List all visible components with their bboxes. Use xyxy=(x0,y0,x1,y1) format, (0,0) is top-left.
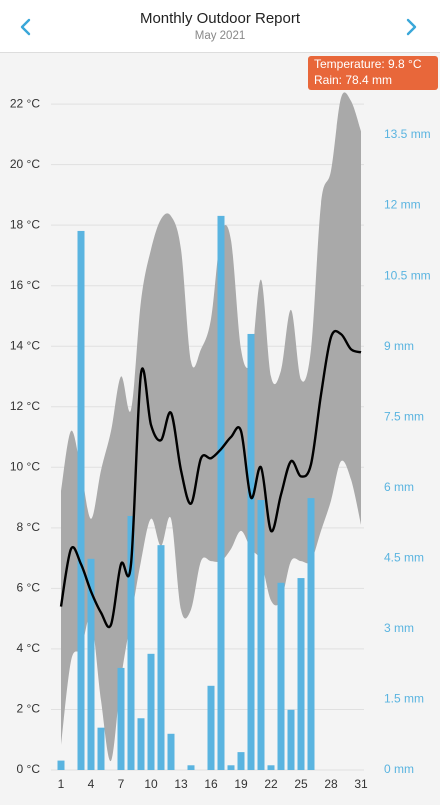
y2-tick-label: 6 mm xyxy=(384,480,414,494)
y2-tick-label: 3 mm xyxy=(384,621,414,635)
rain-bar xyxy=(147,653,155,770)
y2-tick-label: 9 mm xyxy=(384,339,414,353)
next-month-button[interactable] xyxy=(406,18,417,36)
x-tick-label: 22 xyxy=(264,777,278,791)
x-tick-label: 1 xyxy=(58,777,65,791)
y2-tick-label: 7.5 mm xyxy=(384,409,424,423)
y-tick-label: 20 °C xyxy=(10,157,40,171)
y-tick-label: 14 °C xyxy=(10,338,40,352)
rain-bar xyxy=(137,718,145,770)
y-tick-label: 0 °C xyxy=(17,762,41,776)
rain-bar xyxy=(307,498,315,770)
rain-bar xyxy=(217,215,225,771)
y-tick-label: 22 °C xyxy=(10,96,40,110)
y-tick-label: 8 °C xyxy=(17,520,41,534)
tooltip-rain: Rain: 78.4 mm xyxy=(314,73,392,87)
tooltip-temperature: Temperature: 9.8 °C xyxy=(314,57,422,71)
y2-tick-label: 13.5 mm xyxy=(384,127,431,141)
y2-tick-label: 4.5 mm xyxy=(384,550,424,564)
rain-bar xyxy=(227,765,235,770)
y-tick-label: 10 °C xyxy=(10,459,40,473)
rain-bar xyxy=(167,733,175,770)
y-tick-label: 4 °C xyxy=(17,641,41,655)
rain-bar xyxy=(187,765,195,770)
rain-bar xyxy=(287,709,295,770)
y-tick-label: 16 °C xyxy=(10,278,40,292)
rain-bar xyxy=(157,545,165,770)
x-tick-label: 28 xyxy=(324,777,338,791)
x-tick-label: 31 xyxy=(354,777,368,791)
rain-bar xyxy=(257,500,265,770)
rain-bar xyxy=(297,578,305,770)
rain-bar xyxy=(277,582,285,770)
x-tick-label: 13 xyxy=(174,777,188,791)
y-tick-label: 18 °C xyxy=(10,217,40,231)
title: Monthly Outdoor Report xyxy=(140,10,301,27)
x-tick-label: 4 xyxy=(88,777,95,791)
y2-tick-label: 12 mm xyxy=(384,198,421,212)
rain-bar xyxy=(237,752,245,770)
rain-bar xyxy=(247,333,255,770)
subtitle: May 2021 xyxy=(195,30,246,42)
tooltip: Temperature: 9.8 °C Rain: 78.4 mm xyxy=(308,56,438,90)
rain-bar xyxy=(77,230,85,770)
y-tick-label: 12 °C xyxy=(10,399,40,413)
y2-tick-label: 10.5 mm xyxy=(384,268,431,282)
x-tick-label: 25 xyxy=(294,777,308,791)
rain-bar xyxy=(87,558,95,770)
x-tick-label: 7 xyxy=(118,777,125,791)
y2-tick-label: 1.5 mm xyxy=(384,692,424,706)
rain-bar xyxy=(127,515,135,770)
rain-bar xyxy=(57,760,65,770)
tooltip-box xyxy=(308,56,438,90)
rain-bar xyxy=(207,685,215,770)
rain-bar xyxy=(117,667,125,770)
temperature-range-area xyxy=(61,92,361,762)
y-tick-label: 6 °C xyxy=(17,581,41,595)
y-tick-label: 2 °C xyxy=(17,702,41,716)
rain-bar xyxy=(97,727,105,770)
x-tick-label: 19 xyxy=(234,777,248,791)
y2-tick-label: 0 mm xyxy=(384,762,414,776)
plot: 0 °C 2 °C 4 °C 6 °C 8 °C 10 °C 12 °C 14 °C 16 °C… xyxy=(10,92,431,791)
header-bar xyxy=(0,0,440,52)
temperature-line xyxy=(59,329,362,629)
prev-month-button[interactable] xyxy=(20,18,31,36)
x-tick-label: 10 xyxy=(144,777,158,791)
x-tick-label: 16 xyxy=(204,777,218,791)
rain-bar xyxy=(267,765,275,770)
